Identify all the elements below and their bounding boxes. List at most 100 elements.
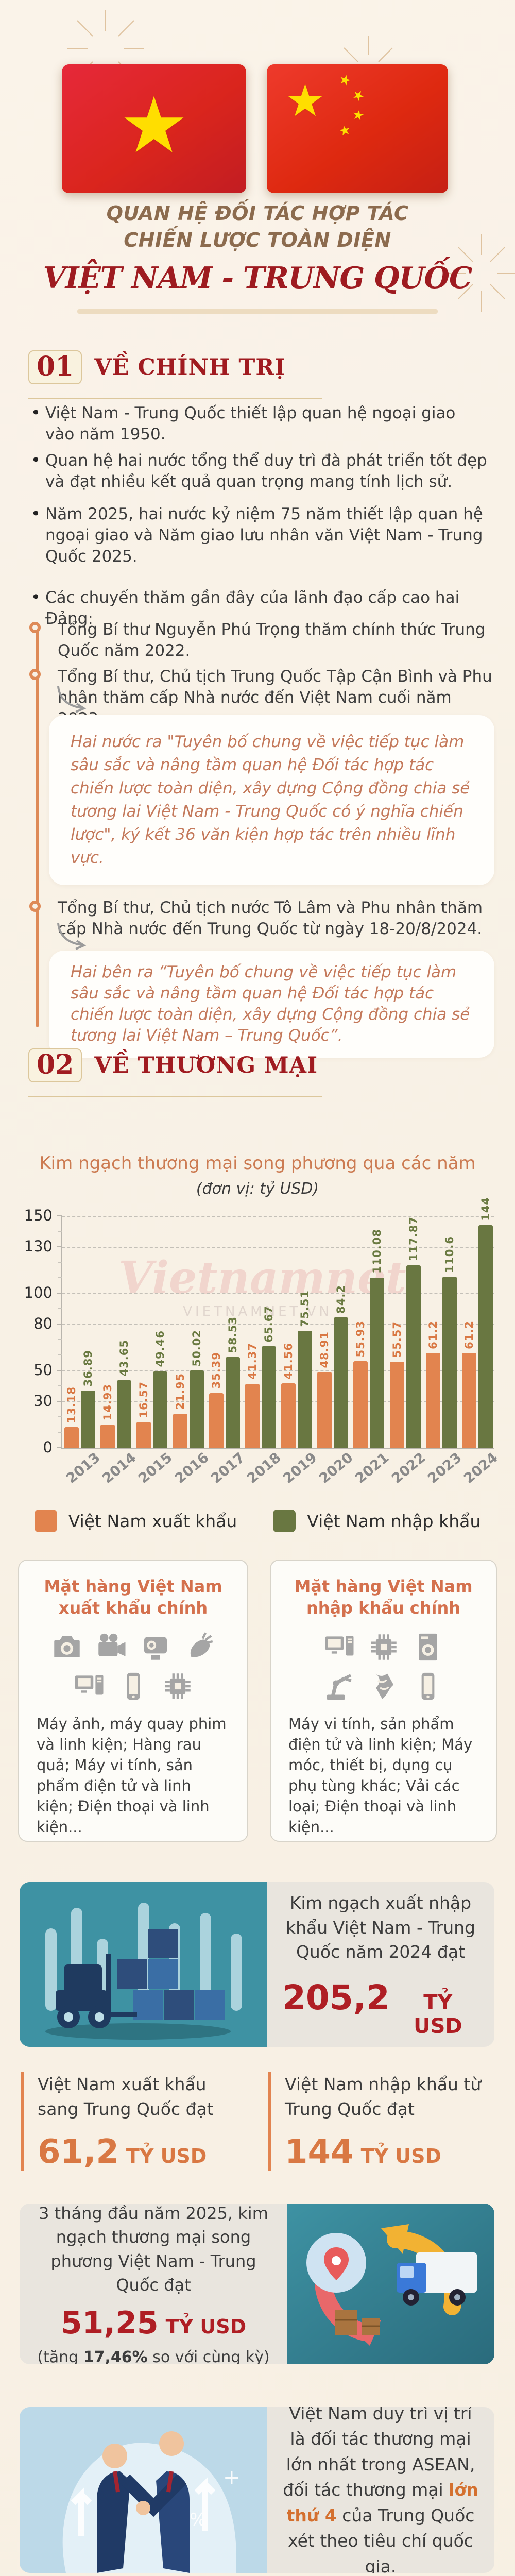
chip-icon bbox=[367, 1630, 401, 1664]
forklift-illustration bbox=[20, 1882, 267, 2047]
action-camera-icon bbox=[144, 1637, 167, 1660]
import-stat-unit: TỶ USD bbox=[360, 2144, 442, 2167]
bar-value-label: 61.2 bbox=[462, 1320, 475, 1349]
robot-arm-icon bbox=[322, 1669, 356, 1703]
asean-partner-box: $ % + Việt Nam duy trì vị trí là đối tác… bbox=[20, 2407, 494, 2573]
bar-import-2021 bbox=[370, 1277, 385, 1448]
china-flag: ★ ★ ★ ★ ★ bbox=[267, 64, 448, 193]
section-1-header: 01 VỀ CHÍNH TRỊ bbox=[28, 350, 285, 384]
y-axis-minor-tick bbox=[58, 1277, 62, 1278]
q1-note-prefix: (tăng bbox=[37, 2348, 83, 2364]
bar-export-2019 bbox=[281, 1383, 296, 1448]
bar-import-2016 bbox=[189, 1370, 204, 1448]
china-small-star-icon: ★ bbox=[337, 122, 353, 140]
bar-value-label: 65.67 bbox=[262, 1305, 275, 1342]
politics-bullet: Quan hệ hai nước tổng thể duy trì đà phá… bbox=[30, 449, 489, 493]
vegetables-icon bbox=[183, 1630, 217, 1664]
asean-text-suffix: của Trung Quốc xét theo tiêu chí quốc gi… bbox=[288, 2505, 475, 2573]
bar-import-2020 bbox=[334, 1317, 349, 1448]
x-axis-line bbox=[61, 1448, 494, 1449]
legend-item-export: Việt Nam xuất khẩu bbox=[34, 1510, 237, 1532]
asean-panel: Việt Nam duy trì vị trí là đối tác thươn… bbox=[267, 2407, 494, 2573]
curved-arrow-icon bbox=[57, 686, 87, 713]
q1-2025-box: 3 tháng đầu năm 2025, kim ngạch thương m… bbox=[20, 2204, 494, 2364]
bar-import-2023 bbox=[442, 1277, 457, 1448]
export-goods-text: Máy ảnh, máy quay phim và linh kiện; Hàn… bbox=[37, 1715, 227, 1836]
export-icons-row bbox=[37, 1630, 230, 1664]
asean-highlight: lớn thứ 4 bbox=[286, 2480, 478, 2526]
chip-icon bbox=[161, 1669, 195, 1703]
x-axis-label: 2022 bbox=[388, 1449, 429, 1487]
page-title: VIỆT NAM - TRUNG QUỐC bbox=[43, 261, 473, 295]
section-1-number: 01 bbox=[28, 350, 82, 384]
gridline bbox=[62, 1293, 494, 1294]
bar-value-label: 16.57 bbox=[138, 1381, 150, 1418]
total-trade-panel: Kim ngạch xuất nhập khẩu Việt Nam - Trun… bbox=[267, 1882, 494, 2047]
joint-statement-note: Hai nước ra "Tuyên bố chung về việc tiếp… bbox=[49, 715, 494, 885]
y-axis-label: 130 bbox=[24, 1238, 53, 1255]
bar-export-2024 bbox=[461, 1353, 476, 1448]
x-axis-label: 2020 bbox=[316, 1449, 356, 1487]
import-stat-value: 144 bbox=[285, 2132, 354, 2171]
vietnam-star-icon: ★ bbox=[119, 81, 189, 171]
header-subtitle-line1: QUAN HỆ ĐỐI TÁC HỢP TÁC bbox=[106, 202, 409, 225]
import-stat: Việt Nam nhập khẩu từ Trung Quốc đạt 144… bbox=[268, 2072, 497, 2171]
import-icons-row bbox=[288, 1630, 478, 1664]
import-stat-label: Việt Nam nhập khẩu từ Trung Quốc đạt bbox=[285, 2074, 482, 2119]
total-trade-unit: TỶ USD bbox=[414, 1991, 462, 2039]
curved-arrow-icon bbox=[57, 923, 87, 950]
y-axis-tick bbox=[57, 1215, 62, 1216]
bar-value-label: 49.46 bbox=[154, 1330, 167, 1367]
bar-value-label: 84.2 bbox=[335, 1284, 348, 1314]
computer-icon bbox=[325, 1636, 353, 1656]
svg-text:+: + bbox=[223, 2466, 241, 2489]
gridline bbox=[62, 1247, 494, 1248]
bar-import-2015 bbox=[153, 1371, 168, 1448]
bar-value-label: 35.39 bbox=[210, 1352, 222, 1389]
gridline bbox=[62, 1324, 494, 1325]
x-axis-label: 2018 bbox=[244, 1449, 284, 1487]
appliance-icon bbox=[418, 1634, 437, 1661]
chart-legend: Việt Nam xuất khẩu Việt Nam nhập khẩu bbox=[0, 1510, 515, 1532]
bar-import-2024 bbox=[478, 1225, 493, 1448]
y-axis-minor-tick bbox=[58, 1354, 62, 1355]
bar-import-2018 bbox=[261, 1346, 276, 1448]
y-axis-minor-tick bbox=[58, 1432, 62, 1433]
y-axis-label: 0 bbox=[43, 1438, 53, 1456]
camera-icon bbox=[54, 1636, 80, 1657]
legend-label: Việt Nam xuất khẩu bbox=[68, 1511, 237, 1531]
bar-value-label: 110.6 bbox=[443, 1235, 456, 1273]
politics-bullet: Việt Nam - Trung Quốc thiết lập quan hệ … bbox=[30, 402, 489, 445]
bar-value-label: 55.57 bbox=[390, 1320, 403, 1358]
y-axis-tick bbox=[57, 1401, 62, 1402]
fabric-icon bbox=[374, 1672, 394, 1700]
bar-value-label: 61.2 bbox=[426, 1320, 439, 1349]
q1-unit: TỶ USD bbox=[165, 2315, 247, 2338]
x-axis-label: 2015 bbox=[135, 1449, 176, 1487]
q1-2025-panel: 3 tháng đầu năm 2025, kim ngạch thương m… bbox=[20, 2204, 287, 2364]
china-small-star-icon: ★ bbox=[349, 86, 368, 106]
x-axis-label: 2024 bbox=[460, 1449, 501, 1487]
asean-text-prefix: Việt Nam duy trì vị trí là đối tác thươn… bbox=[283, 2407, 475, 2500]
timeline-dot-icon bbox=[29, 901, 41, 912]
export-goods-title: Mặt hàng Việt Nam xuất khẩu chính bbox=[44, 1577, 222, 1618]
export-color-swatch bbox=[34, 1510, 57, 1532]
timeline-dot-icon bbox=[29, 669, 41, 680]
video-camera-icon bbox=[98, 1634, 125, 1657]
bar-import-2019 bbox=[298, 1331, 313, 1448]
timeline-line bbox=[36, 631, 39, 1027]
bar-export-2015 bbox=[136, 1422, 151, 1448]
section-2-underline bbox=[28, 1096, 322, 1097]
bar-value-label: 14.93 bbox=[101, 1383, 114, 1421]
header-divider bbox=[77, 309, 438, 314]
section-1-title: VỀ CHÍNH TRỊ bbox=[94, 354, 286, 380]
bar-export-2017 bbox=[209, 1393, 224, 1448]
bar-import-2013 bbox=[81, 1391, 96, 1448]
export-icons-row bbox=[37, 1669, 230, 1703]
y-axis-minor-tick bbox=[58, 1385, 62, 1386]
smartphone-icon bbox=[421, 1673, 434, 1700]
joint-statement-note: Hai bên ra “Tuyên bố chung về việc tiếp … bbox=[49, 951, 494, 1058]
bar-value-label: 75.51 bbox=[299, 1290, 312, 1327]
bar-import-2014 bbox=[117, 1380, 132, 1448]
x-axis-label: 2021 bbox=[352, 1449, 392, 1487]
